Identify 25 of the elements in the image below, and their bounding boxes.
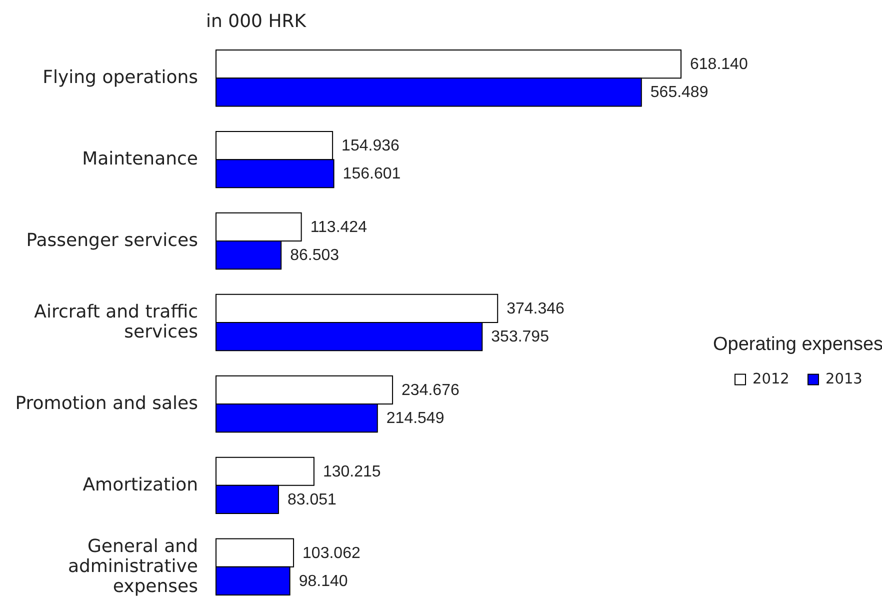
data-label: 86.503 — [290, 247, 340, 264]
data-label: 83.051 — [287, 491, 337, 508]
data-label: 618.140 — [690, 56, 748, 74]
data-label: 234.676 — [402, 382, 460, 399]
data-label: 130.215 — [322, 463, 381, 480]
y-tick-label: Flying operations — [42, 67, 198, 88]
y-tick-label: Promotion and sales — [15, 392, 198, 414]
data-label: 214.549 — [386, 410, 444, 428]
data-label: 565.489 — [650, 84, 708, 102]
data-label: 113.424 — [310, 218, 368, 236]
legend-title: Operating expenses — [712, 334, 882, 355]
text: in 000 HRK — [206, 11, 308, 32]
legend-label: 2012 — [752, 372, 790, 388]
data-label: 154.936 — [342, 138, 400, 155]
y-tick-label: Aircraft and traffic services — [34, 302, 198, 342]
data-label: 353.795 — [491, 328, 550, 346]
y-tick-label: Passenger services — [26, 230, 198, 252]
y-tick-label: Amortization — [82, 474, 198, 496]
y-tick-label: Maintenance — [82, 148, 198, 170]
data-label: 98.140 — [298, 572, 348, 590]
data-label: 103.062 — [302, 544, 360, 562]
data-label: 374.346 — [506, 300, 565, 318]
data-label: 156.601 — [342, 166, 401, 183]
legend-label: 2013 — [826, 372, 862, 388]
y-tick-label: General and administrative expenses — [68, 536, 198, 597]
